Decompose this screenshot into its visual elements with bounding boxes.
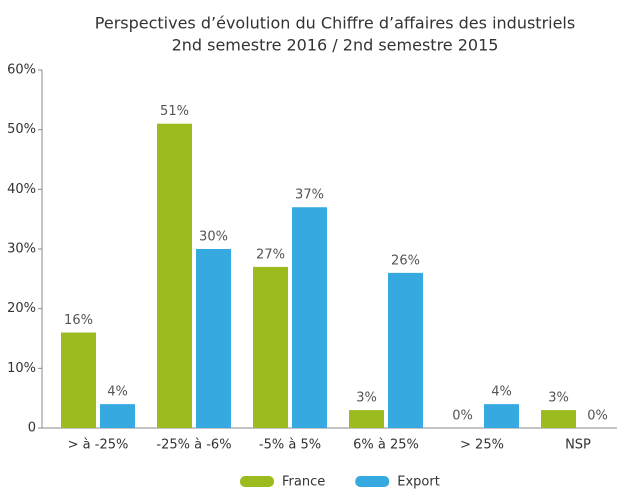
legend-swatch [240, 476, 274, 487]
x-tick-label: -5% à 5% [259, 438, 321, 453]
y-tick-label: 40% [7, 182, 36, 197]
chart-title: Perspectives d’évolution du Chiffre d’af… [95, 14, 575, 33]
y-tick-label: 20% [7, 301, 36, 316]
legend-label: France [282, 475, 325, 490]
bar [541, 410, 576, 428]
y-tick-label: 50% [7, 122, 36, 137]
x-tick-label: -25% à -6% [156, 438, 231, 453]
y-tick-label: 0 [28, 421, 36, 436]
value-label: 27% [256, 247, 285, 262]
value-label: 37% [295, 188, 324, 203]
value-label: 51% [160, 104, 189, 119]
bar [292, 207, 327, 428]
chart-subtitle: 2nd semestre 2016 / 2nd semestre 2015 [172, 36, 499, 55]
value-label: 0% [587, 409, 608, 424]
value-label: 26% [391, 253, 420, 268]
value-label: 0% [452, 409, 473, 424]
bar [61, 332, 96, 428]
value-label: 3% [356, 391, 377, 406]
y-tick-label: 30% [7, 242, 36, 257]
value-label: 3% [548, 391, 569, 406]
legend-label: Export [397, 475, 440, 490]
y-tick-label: 10% [7, 361, 36, 376]
bar [253, 266, 288, 428]
bar [484, 404, 519, 428]
bar [100, 404, 135, 428]
x-tick-label: > à -25% [68, 438, 129, 453]
bar [349, 410, 384, 428]
value-label: 4% [491, 385, 512, 400]
x-tick-label: NSP [565, 438, 591, 453]
bar [196, 249, 231, 428]
x-tick-label: > 25% [460, 438, 504, 453]
bar [157, 123, 192, 428]
bar [388, 272, 423, 428]
y-tick-label: 60% [7, 63, 36, 78]
value-label: 16% [64, 313, 93, 328]
x-tick-label: 6% à 25% [353, 438, 419, 453]
value-label: 30% [199, 230, 228, 245]
legend-swatch [355, 476, 390, 487]
value-label: 4% [107, 385, 128, 400]
